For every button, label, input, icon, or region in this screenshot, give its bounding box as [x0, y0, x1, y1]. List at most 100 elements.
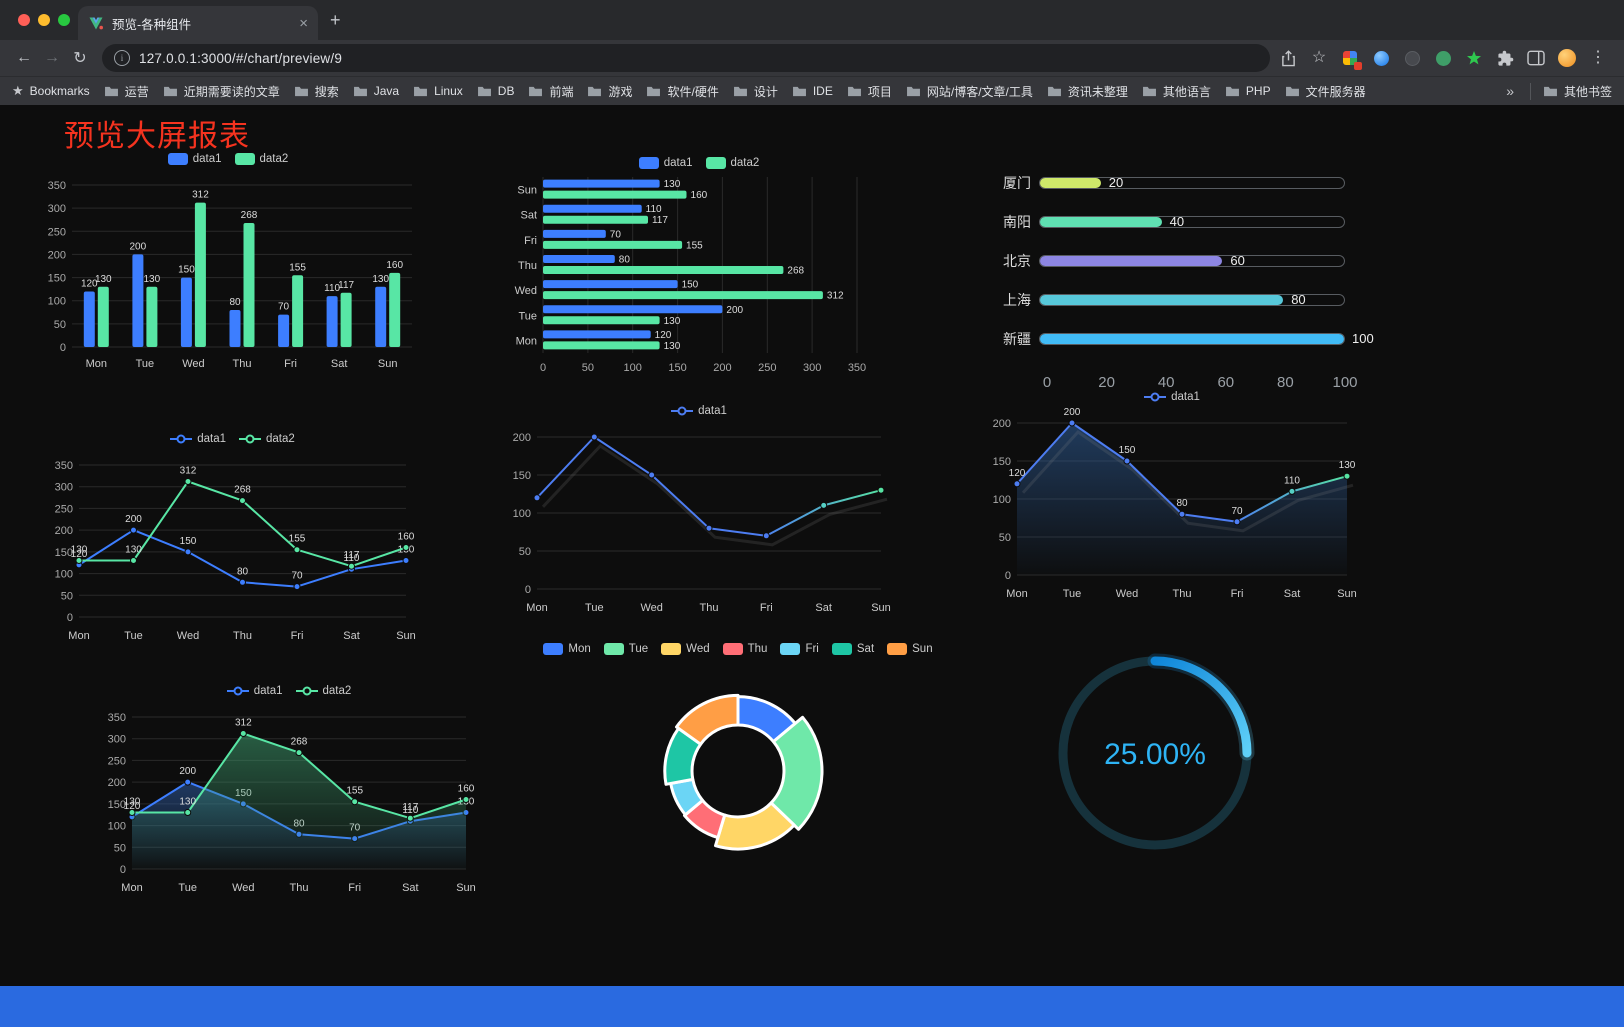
menu-icon[interactable]: ⋮ [1590, 49, 1606, 66]
bookmark-folder[interactable]: 资讯未整理 [1047, 83, 1128, 100]
svg-text:130: 130 [95, 274, 112, 285]
address-bar[interactable]: i 127.0.0.1:3000/#/chart/preview/9 [102, 44, 1270, 72]
new-tab-button[interactable]: + [330, 10, 341, 30]
bookmark-folder[interactable]: 设计 [733, 83, 778, 100]
folder-icon [294, 86, 308, 97]
toolbar-actions: ☆ ⋮ [1278, 48, 1614, 70]
bookmark-folder[interactable]: 运营 [104, 83, 149, 100]
site-info-icon[interactable]: i [114, 50, 130, 66]
close-window-button[interactable] [18, 14, 30, 26]
svg-text:350: 350 [108, 712, 126, 724]
profile-avatar[interactable] [1557, 48, 1577, 68]
svg-text:150: 150 [180, 536, 197, 547]
browser-tab[interactable]: 预览-各种组件 × [78, 6, 318, 40]
bookmark-label: 运营 [124, 84, 149, 99]
back-button[interactable]: ← [16, 49, 32, 66]
extension-grid-icon[interactable] [1340, 48, 1362, 70]
extension-star-icon[interactable] [1464, 48, 1484, 68]
svg-text:Sun: Sun [396, 630, 416, 642]
legend-item[interactable]: data1 [671, 405, 727, 417]
legend-item[interactable]: data1 [226, 685, 283, 697]
bar-chart-canvas: 050100150200250300350Mon120130Tue200130W… [48, 180, 412, 370]
svg-text:100: 100 [624, 362, 642, 374]
svg-text:200: 200 [48, 249, 66, 261]
legend-swatch [831, 643, 852, 655]
multi-line-chart: data1 data2 0 50 100 150 200 250 300 350 Mon Tue Wed… [45, 429, 420, 651]
legend-item[interactable]: Sun [887, 643, 933, 655]
legend-item[interactable]: Fri [780, 643, 819, 655]
svg-text:Sun: Sun [871, 602, 891, 614]
legend-item[interactable]: Mon [543, 643, 591, 655]
legend-item[interactable]: data1 [167, 153, 222, 165]
svg-text:150: 150 [1119, 445, 1136, 456]
legend-item[interactable]: Wed [661, 643, 710, 655]
filled-line-chart: data1 data2 0 50 100 150 200 250 300 350 Mon Tue Wed… [98, 681, 480, 903]
bookmark-folder[interactable]: 其他语言 [1142, 83, 1211, 100]
forward-button[interactable]: → [44, 49, 60, 66]
bookmark-folder[interactable]: 文件服务器 [1285, 83, 1366, 100]
extension-drop-icon[interactable] [1371, 48, 1391, 68]
legend-item[interactable]: Thu [722, 643, 767, 655]
pie-slice[interactable] [675, 693, 740, 746]
svg-text:Sat: Sat [815, 602, 832, 614]
chart-legend: data1 data2 [98, 681, 480, 701]
pie-slice[interactable] [714, 801, 796, 851]
legend-item[interactable]: data2 [239, 433, 295, 445]
close-tab-icon[interactable]: × [299, 14, 308, 32]
svg-text:Thu: Thu [233, 358, 252, 370]
svg-text:100: 100 [108, 821, 126, 833]
bookmark-label: 网站/博客/文章/工具 [926, 84, 1033, 99]
folder-icon [1142, 86, 1156, 97]
legend-item[interactable]: data2 [705, 157, 759, 169]
svg-text:150: 150 [55, 547, 73, 559]
minimize-window-button[interactable] [38, 14, 50, 26]
bookmark-folder[interactable]: Java [353, 84, 399, 98]
legend-item[interactable]: data1 [638, 157, 693, 169]
axis-tick-label: 40 [1157, 374, 1175, 391]
bookmark-folder[interactable]: 项目 [847, 83, 892, 100]
bookmark-folder[interactable]: 前端 [528, 83, 573, 100]
bookmark-folder[interactable]: 游戏 [587, 83, 632, 100]
progress-fill [1040, 294, 1284, 305]
extension-circle-icon[interactable] [1433, 48, 1453, 68]
bookmark-label: 资讯未整理 [1067, 84, 1128, 99]
bookmark-label: PHP [1245, 84, 1271, 98]
legend-item[interactable]: Tue [603, 643, 648, 655]
bookmark-folder[interactable]: IDE [792, 84, 833, 98]
svg-text:130: 130 [664, 179, 681, 190]
svg-text:268: 268 [234, 485, 251, 496]
bookmark-folder[interactable]: 网站/博客/文章/工具 [906, 83, 1033, 100]
progress-label: 厦门 [1003, 174, 1031, 191]
bookmarks-root-item[interactable]: ★ Bookmarks [12, 83, 90, 99]
svg-text:Sat: Sat [1284, 588, 1301, 600]
side-panel-icon[interactable] [1526, 48, 1546, 68]
bookmarks-overflow-button[interactable]: » [1506, 83, 1514, 99]
legend-item[interactable]: data2 [295, 685, 351, 697]
bookmark-folder[interactable]: 软件/硬件 [646, 83, 719, 100]
extension-globe-icon[interactable] [1402, 48, 1422, 68]
legend-item[interactable]: data1 [1144, 391, 1200, 403]
legend-label: Wed [686, 643, 710, 655]
extensions-puzzle-icon[interactable] [1495, 48, 1515, 68]
bookmark-folder[interactable]: DB [477, 84, 514, 98]
share-icon[interactable] [1278, 48, 1298, 68]
bookmark-folder[interactable]: 近期需要读的文章 [163, 83, 280, 100]
bookmark-star-icon[interactable]: ☆ [1311, 49, 1327, 66]
reload-button[interactable]: ↻ [73, 50, 87, 67]
other-bookmarks-folder[interactable]: 其他书签 [1529, 82, 1612, 100]
svg-text:155: 155 [346, 786, 363, 797]
bookmark-label: 前端 [549, 84, 574, 99]
svg-text:Fri: Fri [760, 602, 773, 614]
legend-item[interactable]: Sat [831, 643, 874, 655]
bookmark-folder[interactable]: 搜索 [294, 83, 339, 100]
legend-item[interactable]: data1 [170, 433, 226, 445]
pie-slice[interactable] [769, 715, 824, 831]
bookmark-folder[interactable]: Linux [413, 84, 463, 98]
gauge-canvas: 25.00% [1058, 653, 1255, 850]
svg-text:120: 120 [81, 278, 98, 289]
fullscreen-window-button[interactable] [58, 14, 70, 26]
svg-text:300: 300 [55, 482, 73, 494]
bookmark-folder[interactable]: PHP [1225, 84, 1271, 98]
legend-item[interactable]: data2 [234, 153, 288, 165]
